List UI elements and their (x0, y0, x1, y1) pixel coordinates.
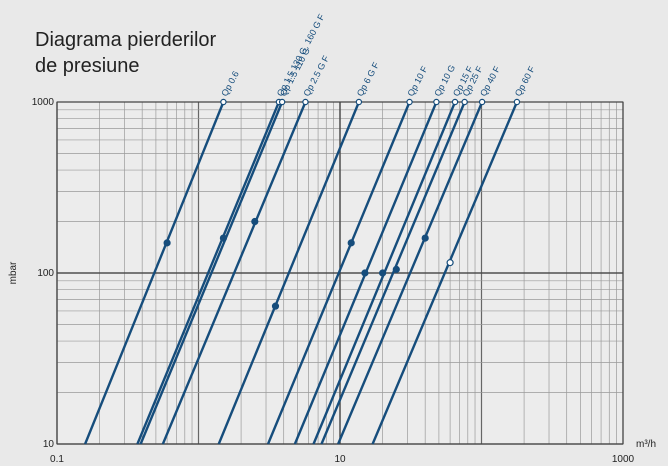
end-point (451, 98, 459, 106)
nominal-point (378, 269, 387, 277)
x-tick-label: 0.1 (50, 454, 64, 465)
y-tick-label: 10 (43, 439, 55, 450)
nominal-point (271, 302, 280, 310)
series-line (139, 101, 284, 445)
end-point (433, 98, 440, 106)
series-line (83, 101, 225, 445)
y-axis-label: mbar (8, 261, 19, 284)
nominal-point (251, 217, 259, 226)
series-line (371, 101, 519, 445)
end-point (220, 98, 227, 106)
x-tick-label: 1000 (612, 454, 635, 465)
x-tick-label: 10 (334, 454, 346, 465)
series-line (266, 101, 411, 445)
end-point (478, 98, 486, 106)
series-line (320, 101, 466, 445)
nominal-point (361, 269, 369, 277)
chart-title: Diagrama pierderilor (35, 29, 217, 51)
end-point (406, 98, 413, 106)
nominal-point (392, 265, 400, 273)
end-point (461, 98, 468, 106)
series-line (161, 101, 307, 445)
nominal-point (421, 234, 429, 242)
nominal-point (347, 239, 355, 247)
chart-title: de presiune (35, 55, 140, 77)
end-point (302, 98, 309, 106)
y-tick-label: 1000 (32, 97, 55, 108)
x-axis-label: m³/h (636, 439, 656, 450)
series-line (337, 101, 484, 445)
series-line (217, 101, 361, 445)
y-tick-label: 100 (37, 268, 54, 279)
nominal-point (446, 259, 454, 267)
end-point (278, 98, 286, 106)
end-point (513, 98, 521, 106)
series-line (136, 101, 281, 445)
nominal-point (163, 239, 171, 247)
end-point (355, 98, 363, 106)
